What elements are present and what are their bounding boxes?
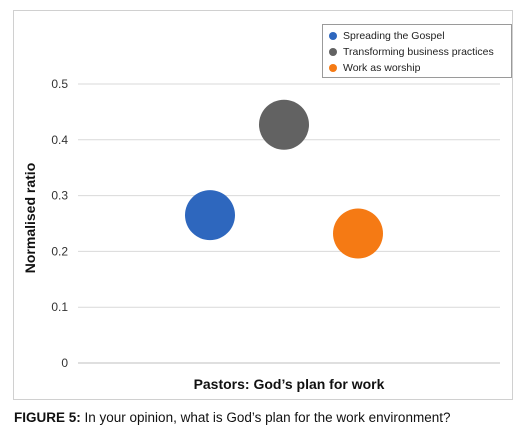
- figure-caption: FIGURE 5: In your opinion, what is God’s…: [14, 410, 450, 425]
- caption-label: FIGURE 5:: [14, 410, 81, 425]
- y-axis-label: Normalised ratio: [22, 163, 38, 273]
- y-tick-label: 0.2: [51, 244, 68, 258]
- y-tick-label: 0: [61, 356, 68, 370]
- data-point-1: [185, 190, 235, 241]
- legend-marker: [329, 64, 337, 72]
- legend-item: Spreading the Gospel: [329, 28, 511, 44]
- legend-item: Transforming business practices: [329, 44, 511, 60]
- gridlines: [78, 83, 500, 308]
- scatter-plot: 0 0.1 0.2 0.3 0.4 0.5 Normalised ratio Pastor…: [22, 77, 500, 392]
- caption-text: In your opinion, what is God’s plan for …: [80, 410, 451, 425]
- legend-label: Spreading the Gospel: [343, 30, 445, 42]
- y-tick-label: 0.1: [51, 300, 68, 314]
- legend-label: Transforming business practices: [343, 46, 494, 58]
- x-axis-label: Pastors: God’s plan for work: [194, 376, 385, 392]
- data-point-2: [259, 99, 309, 150]
- legend-marker: [329, 32, 337, 40]
- data-point-3: [333, 208, 383, 259]
- data-points: [185, 99, 383, 259]
- legend-label: Work as worship: [343, 62, 421, 74]
- y-tick-labels: 0 0.1 0.2 0.3 0.4 0.5: [51, 77, 68, 370]
- y-tick-label: 0.4: [51, 133, 68, 147]
- y-tick-label: 0.3: [51, 189, 68, 203]
- legend: Spreading the Gospel Transforming busine…: [322, 24, 512, 78]
- legend-item: Work as worship: [329, 60, 511, 76]
- y-tick-label: 0.5: [51, 77, 68, 91]
- legend-marker: [329, 48, 337, 56]
